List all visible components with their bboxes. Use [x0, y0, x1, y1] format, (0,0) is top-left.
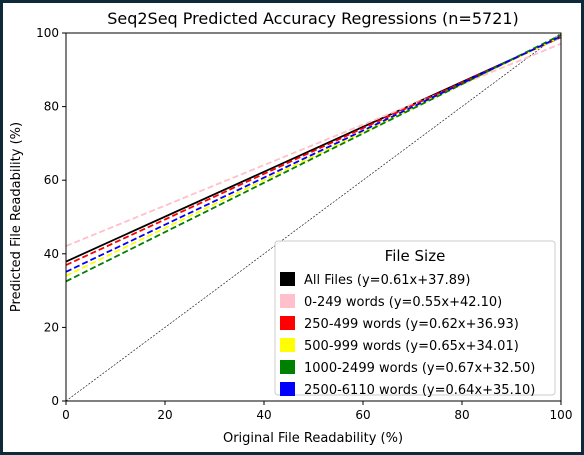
x-tick-label: 100	[550, 408, 573, 422]
x-tick-label: 20	[157, 408, 172, 422]
figure-frame: Seq2Seq Predicted Accuracy Regressions (…	[3, 3, 581, 452]
legend-swatch	[280, 316, 295, 330]
legend-entry-label: 1000-2499 words (y=0.67x+32.50)	[304, 361, 535, 376]
y-tick-label: 20	[44, 320, 59, 334]
chart-title: Seq2Seq Predicted Accuracy Regressions (…	[107, 9, 519, 28]
regression-line	[66, 44, 561, 246]
legend-swatch	[280, 338, 295, 352]
y-tick-label: 60	[44, 173, 59, 187]
legend-swatch	[280, 272, 295, 286]
legend-swatch	[280, 382, 295, 396]
legend: File Size All Files (y=0.61x+37.89) 0-249…	[275, 241, 555, 398]
legend-swatch	[280, 360, 295, 374]
x-tick-label: 0	[62, 408, 70, 422]
y-tick-label: 80	[44, 100, 59, 114]
regression-chart: Seq2Seq Predicted Accuracy Regressions (…	[3, 3, 581, 452]
x-tick-label: 40	[256, 408, 271, 422]
x-tick-label: 80	[454, 408, 469, 422]
legend-swatch	[280, 294, 295, 308]
legend-entry-label: 2500-6110 words (y=0.64x+35.10)	[304, 383, 535, 398]
y-tick-label: 0	[51, 394, 59, 408]
legend-entry-label: All Files (y=0.61x+37.89)	[304, 273, 470, 288]
x-axis-label: Original File Readability (%)	[223, 431, 403, 446]
legend-title: File Size	[385, 247, 446, 265]
x-tick-label: 60	[355, 408, 370, 422]
y-tick-label: 100	[36, 26, 59, 40]
y-tick-label: 40	[44, 247, 59, 261]
y-axis-label: Predicted File Readability (%)	[9, 122, 24, 312]
legend-entry-label: 250-499 words (y=0.62x+36.93)	[304, 317, 519, 332]
legend-entry-label: 500-999 words (y=0.65x+34.01)	[304, 339, 519, 354]
legend-entry-label: 0-249 words (y=0.55x+42.10)	[304, 295, 502, 310]
